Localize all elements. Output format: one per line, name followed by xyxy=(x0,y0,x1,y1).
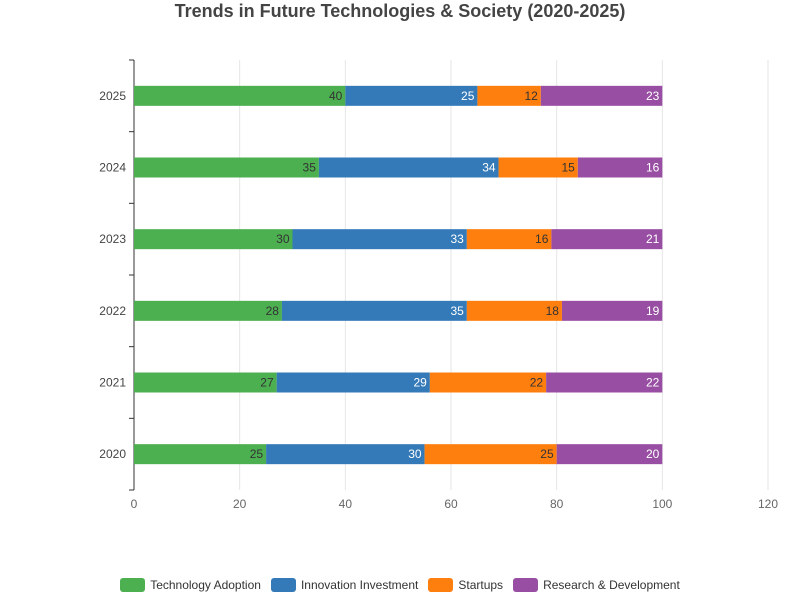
bar xyxy=(292,229,467,250)
bar xyxy=(546,372,663,393)
y-tick-label: 2024 xyxy=(99,161,126,175)
data-label: 22 xyxy=(646,376,660,390)
data-label: 30 xyxy=(276,232,290,246)
data-label: 25 xyxy=(461,89,475,103)
y-tick-label: 2022 xyxy=(99,304,126,318)
data-label: 20 xyxy=(646,447,660,461)
bar xyxy=(276,372,430,393)
bar xyxy=(429,372,547,393)
legend-swatch xyxy=(428,578,454,592)
data-label: 30 xyxy=(408,447,422,461)
data-label: 33 xyxy=(450,232,464,246)
y-tick-label: 2020 xyxy=(99,447,126,461)
bar xyxy=(561,300,663,321)
y-tick-label: 2021 xyxy=(99,376,126,390)
data-label: 18 xyxy=(546,304,560,318)
data-label: 25 xyxy=(540,447,554,461)
bar xyxy=(466,229,552,250)
data-label: 35 xyxy=(450,304,464,318)
bar xyxy=(134,300,282,321)
data-label: 12 xyxy=(524,89,538,103)
x-tick-label: 60 xyxy=(444,497,458,511)
bar xyxy=(424,444,557,465)
data-label: 16 xyxy=(535,232,549,246)
data-label: 19 xyxy=(646,304,660,318)
legend-item[interactable]: Innovation Investment xyxy=(270,578,419,592)
legend-item[interactable]: Technology Adoption xyxy=(120,578,261,592)
x-tick-label: 80 xyxy=(550,497,564,511)
data-label: 40 xyxy=(329,89,343,103)
legend-item[interactable]: Startups xyxy=(428,578,503,592)
bar xyxy=(540,85,663,106)
bar xyxy=(281,300,467,321)
bar xyxy=(345,85,478,106)
bar xyxy=(134,372,277,393)
bar xyxy=(556,444,663,465)
bar xyxy=(134,229,293,250)
legend-swatch xyxy=(270,578,296,592)
legend-label: Innovation Investment xyxy=(300,578,419,592)
bar xyxy=(134,444,267,465)
legend-label: Research & Development xyxy=(543,578,680,592)
legend-swatch xyxy=(120,578,146,592)
bar xyxy=(134,85,346,106)
legend-item[interactable]: Research & Development xyxy=(513,578,680,592)
data-label: 28 xyxy=(266,304,280,318)
data-label: 25 xyxy=(250,447,264,461)
x-tick-label: 20 xyxy=(233,497,247,511)
y-tick-label: 2023 xyxy=(99,232,126,246)
x-tick-label: 120 xyxy=(758,497,778,511)
chart-title: Trends in Future Technologies & Society … xyxy=(174,1,626,21)
data-label: 16 xyxy=(646,161,660,175)
bar xyxy=(477,85,541,106)
data-label: 15 xyxy=(561,161,575,175)
bar xyxy=(498,157,578,178)
legend-swatch xyxy=(513,578,539,592)
x-tick-label: 100 xyxy=(652,497,672,511)
bar xyxy=(266,444,425,465)
data-label: 27 xyxy=(260,376,274,390)
legend-label: Technology Adoption xyxy=(150,578,261,592)
bar xyxy=(318,157,499,178)
data-label: 29 xyxy=(414,376,428,390)
data-label: 35 xyxy=(303,161,317,175)
legend-label: Startups xyxy=(458,578,504,592)
data-label: 23 xyxy=(646,89,660,103)
data-label: 34 xyxy=(482,161,496,175)
bar xyxy=(466,300,562,321)
bar xyxy=(551,229,663,250)
legend: Technology Adoption Innovation Investment… xyxy=(0,578,800,592)
x-tick-label: 40 xyxy=(339,497,353,511)
x-tick-label: 0 xyxy=(131,497,138,511)
bar xyxy=(577,157,663,178)
data-label: 22 xyxy=(530,376,544,390)
bar xyxy=(134,157,319,178)
data-label: 21 xyxy=(646,232,660,246)
y-tick-label: 2025 xyxy=(99,89,126,103)
